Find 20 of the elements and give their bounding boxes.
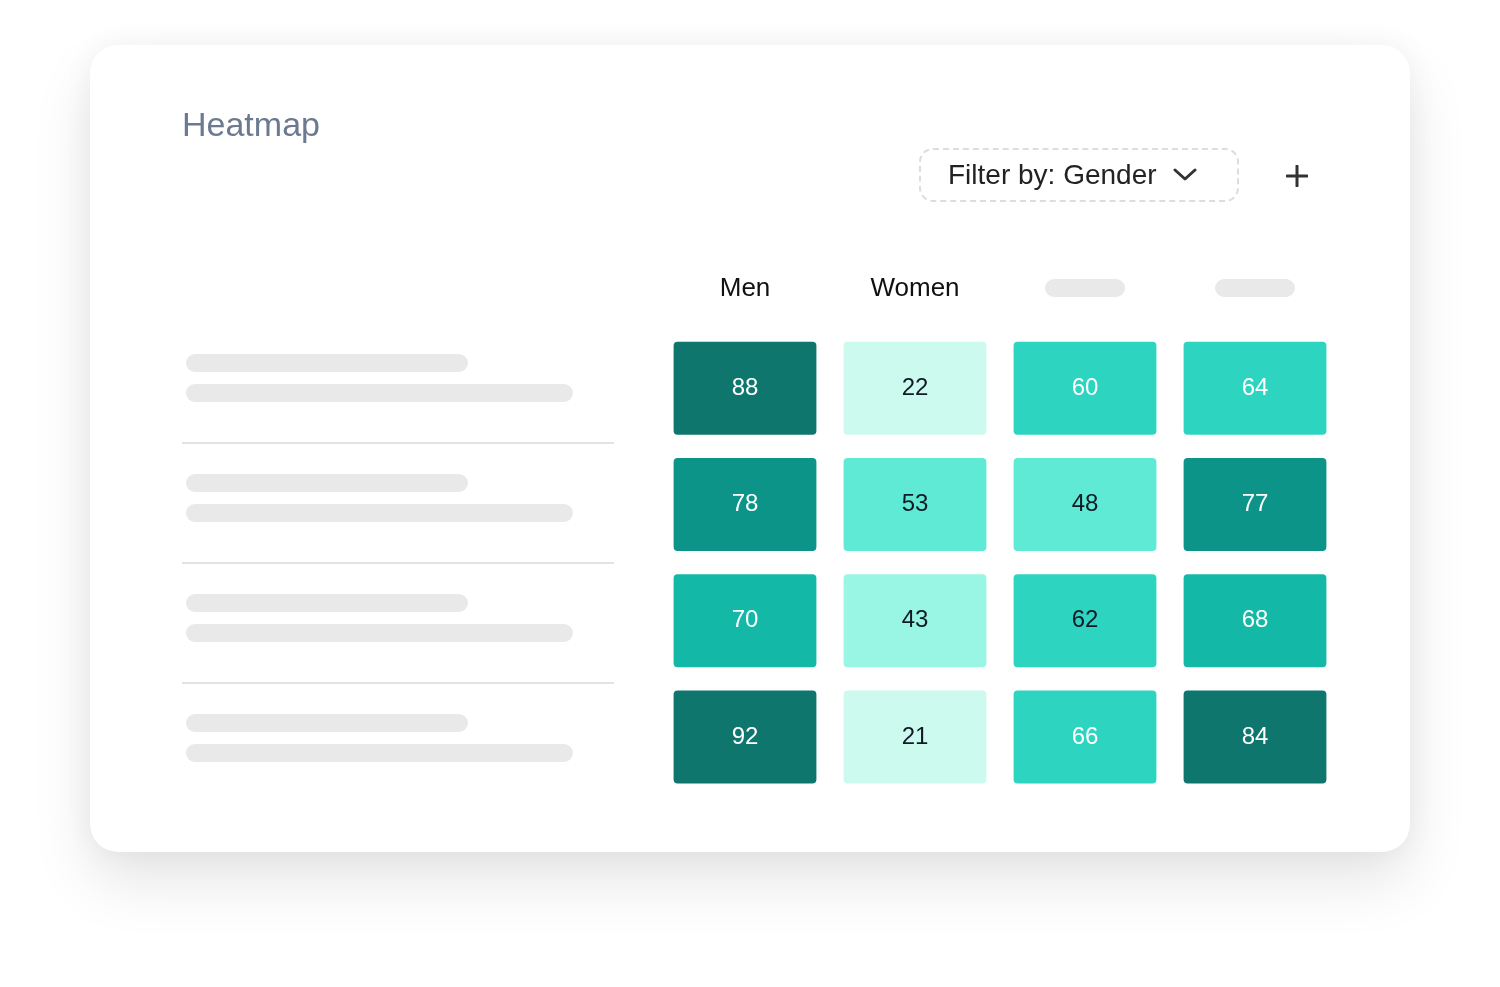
data-label: 77 bbox=[1241, 489, 1269, 517]
x-tick-label: Women bbox=[870, 271, 960, 302]
data-label: 60 bbox=[1071, 372, 1099, 400]
data-label: 62 bbox=[1071, 605, 1099, 633]
data-label: 53 bbox=[901, 489, 929, 517]
data-label: 68 bbox=[1241, 605, 1269, 633]
data-label: 22 bbox=[901, 372, 929, 400]
data-label: 43 bbox=[901, 605, 929, 633]
data-label: 70 bbox=[731, 605, 759, 633]
data-label: 92 bbox=[731, 721, 759, 749]
filter-dropdown: Filter by: Gender bbox=[919, 148, 1239, 202]
data-label: 88 bbox=[731, 372, 759, 400]
text: Heatmap bbox=[182, 105, 320, 144]
data-label: 64 bbox=[1241, 372, 1269, 400]
data-label: 66 bbox=[1071, 721, 1099, 749]
data-label: 48 bbox=[1071, 489, 1099, 517]
data-label: 21 bbox=[901, 721, 929, 749]
x-tick-label: Men bbox=[719, 271, 771, 302]
data-label: 78 bbox=[731, 489, 759, 517]
data-label: 84 bbox=[1241, 721, 1269, 749]
